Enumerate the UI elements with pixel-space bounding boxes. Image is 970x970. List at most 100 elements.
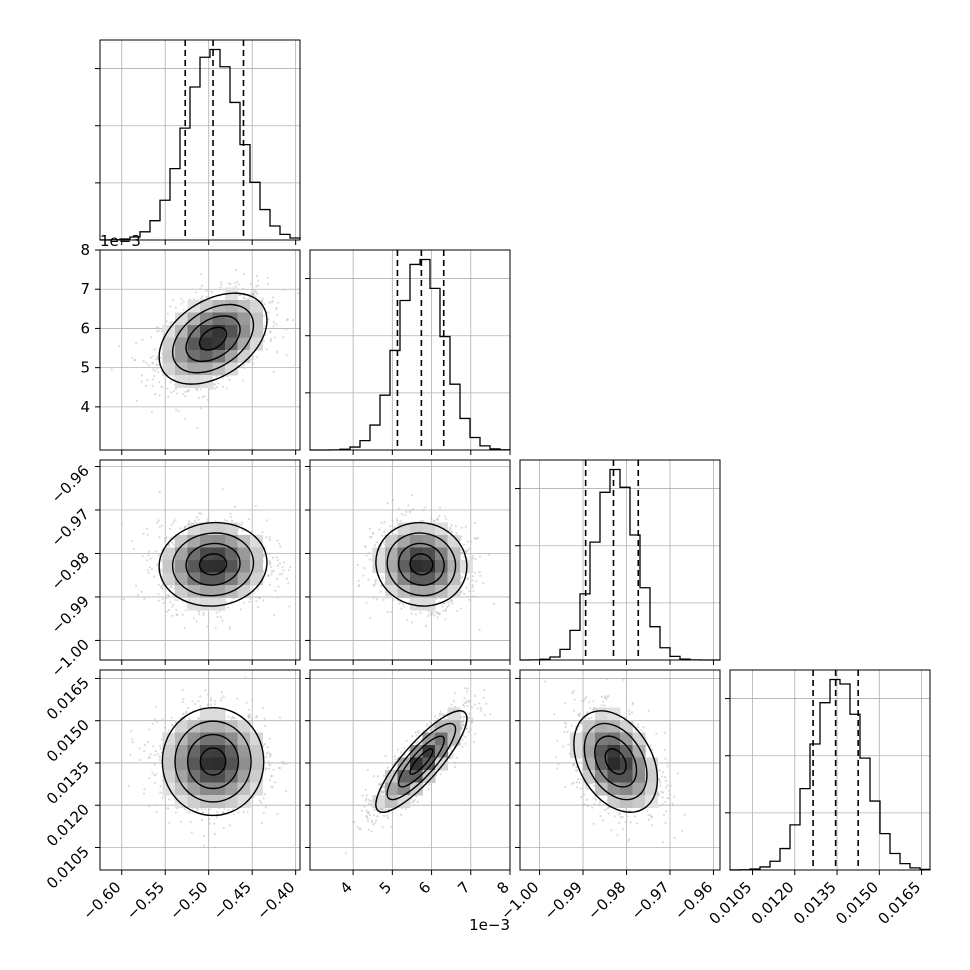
scatter-point xyxy=(464,549,467,552)
scatter-point xyxy=(424,506,427,509)
density-cell xyxy=(250,535,263,548)
density-cell xyxy=(225,535,238,548)
scatter-point xyxy=(122,598,125,601)
density-cell xyxy=(200,560,213,573)
scatter-point xyxy=(147,554,150,557)
scatter-point xyxy=(187,389,190,392)
scatter-point xyxy=(200,284,204,287)
scatter-point xyxy=(462,543,466,546)
scatter-point xyxy=(275,556,278,559)
density-cell xyxy=(175,337,188,351)
scatter-point xyxy=(219,616,223,619)
scatter-point xyxy=(155,363,158,367)
scatter-point xyxy=(182,308,185,311)
scatter-point xyxy=(118,345,121,348)
scatter-point xyxy=(157,592,160,596)
scatter-point xyxy=(170,391,173,394)
scatter-point xyxy=(200,297,203,300)
scatter-point xyxy=(161,796,164,799)
scatter-point xyxy=(149,557,152,560)
scatter-point xyxy=(271,299,274,303)
scatter-point xyxy=(265,348,268,351)
scatter-point xyxy=(246,298,249,301)
panel-frame xyxy=(99,39,301,241)
scatter-point xyxy=(143,788,146,791)
scatter-point xyxy=(438,613,441,616)
scatter-point xyxy=(282,561,286,564)
panel-content xyxy=(127,676,288,849)
scatter-point xyxy=(285,328,288,331)
scatter-point xyxy=(468,590,471,593)
density-cell xyxy=(225,300,238,313)
scatter-point xyxy=(265,536,268,539)
density-cell xyxy=(162,337,176,351)
scatter-point xyxy=(135,399,138,402)
scatter-point xyxy=(199,388,202,391)
scatter-point xyxy=(262,811,265,814)
scatter-point xyxy=(203,395,206,398)
scatter-panel-3-0 xyxy=(99,669,301,871)
scatter-point xyxy=(216,615,219,619)
scatter-point xyxy=(272,370,275,373)
scatter-point xyxy=(151,355,154,358)
scatter-point xyxy=(470,557,473,560)
contour-0 xyxy=(198,553,228,576)
scatter-point xyxy=(215,386,218,389)
scatter-point xyxy=(214,627,217,630)
scatter-point xyxy=(450,524,453,527)
scatter-point xyxy=(199,407,202,410)
scatter-point xyxy=(151,368,155,371)
scatter-point xyxy=(151,771,154,774)
scatter-point xyxy=(236,280,239,283)
scatter-point xyxy=(230,519,234,522)
scatter-point xyxy=(145,559,148,562)
scatter-point xyxy=(289,566,292,569)
scatter-point xyxy=(135,342,138,345)
scatter-point xyxy=(172,521,175,524)
scatter-point xyxy=(227,715,230,718)
scatter-point xyxy=(399,519,402,523)
scatter-point xyxy=(174,306,177,309)
scatter-point xyxy=(174,519,177,522)
scatter-point xyxy=(261,531,264,534)
scatter-point xyxy=(213,383,217,386)
scatter-point xyxy=(482,581,485,585)
scatter-point xyxy=(410,612,413,615)
scatter-point xyxy=(195,516,198,519)
density-cell xyxy=(385,535,398,548)
scatter-point xyxy=(434,610,437,613)
density-cell xyxy=(200,362,213,376)
scatter-point xyxy=(432,610,435,614)
scatter-point xyxy=(368,527,371,530)
scatter-point xyxy=(252,796,255,799)
scatter-point xyxy=(396,517,399,520)
scatter-point xyxy=(141,555,144,558)
density-cell xyxy=(200,522,213,536)
scatter-point xyxy=(158,381,161,384)
scatter-point xyxy=(164,540,167,543)
scatter-point xyxy=(291,319,295,322)
scatter-point xyxy=(169,586,172,589)
density-cell xyxy=(175,350,188,363)
scatter-point xyxy=(222,826,225,829)
scatter-point xyxy=(172,603,175,606)
panel-frame xyxy=(99,459,301,661)
scatter-point xyxy=(436,616,439,619)
scatter-point xyxy=(383,530,386,534)
scatter-point xyxy=(254,504,257,507)
density-cell xyxy=(410,535,423,548)
scatter-point xyxy=(184,525,187,528)
scatter-point xyxy=(255,715,258,718)
scatter-point xyxy=(401,602,404,606)
scatter-point xyxy=(225,601,228,604)
scatter-point xyxy=(220,283,223,286)
scatter-point xyxy=(201,395,204,399)
scatter-point xyxy=(238,523,241,526)
scatter-point xyxy=(279,545,282,548)
density-cell xyxy=(422,535,436,548)
scatter-point xyxy=(475,537,478,541)
scatter-point xyxy=(468,547,471,551)
scatter-point xyxy=(208,808,211,811)
scatter-point xyxy=(475,580,478,583)
scatter-point xyxy=(429,612,432,615)
